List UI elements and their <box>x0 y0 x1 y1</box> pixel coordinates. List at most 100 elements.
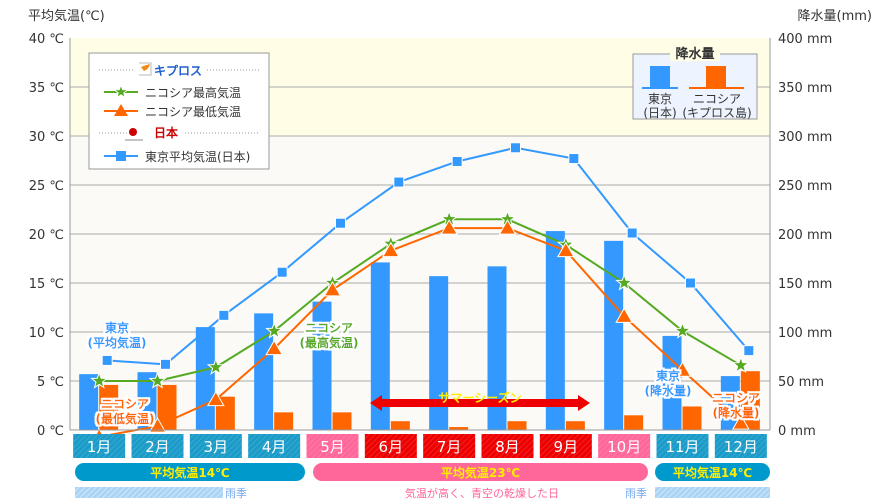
legend-label-max: ニコシア最高気温 <box>145 85 241 100</box>
legend-label-tokyo: 東京平均気温(日本) <box>145 149 250 164</box>
marker-triangle <box>265 339 284 356</box>
marker-triangle <box>381 241 400 258</box>
precip-legend-nicosia: ニコシア <box>693 92 741 106</box>
month-hatch <box>131 434 184 458</box>
bar-nicosia-precip <box>624 415 644 430</box>
bar-nicosia-precip <box>99 384 119 430</box>
month-label: 5月 <box>320 438 345 456</box>
precip-legend-title-bg <box>670 45 720 61</box>
dry-season-label: 気温が高く、青空の乾燥した日 <box>405 486 559 500</box>
temp-band-label: 平均気温14℃ <box>673 465 752 480</box>
y-right-tick: 400 mm <box>778 32 832 47</box>
marker-star <box>148 371 167 389</box>
rainy-label: 雨季 <box>625 487 647 500</box>
bar-nicosia-precip <box>565 421 585 430</box>
month-hatch <box>248 434 301 458</box>
month-label: 1月 <box>87 438 112 456</box>
y-right-tick: 100 mm <box>778 326 832 341</box>
precip-legend-tokyo: (日本) <box>643 106 676 120</box>
y-left-tick: 0 ℃ <box>37 424 64 439</box>
y-right-tick: 200 mm <box>778 228 832 243</box>
month-hatch <box>189 434 242 458</box>
rainy-label: 雨季 <box>225 487 247 500</box>
annotation-tokyo_avg: (平均気温) <box>88 335 147 350</box>
y-right-tick: 0 mm <box>778 424 816 439</box>
cyprus-flag-icon <box>139 62 152 76</box>
marker-star <box>90 371 109 389</box>
month-hatch <box>423 434 476 458</box>
summer-label: サマーシーズン <box>438 390 521 405</box>
bar-tokyo-precip <box>429 276 449 430</box>
bar-tokyo-precip <box>370 262 390 430</box>
month-label: 2月 <box>145 438 170 456</box>
month-hatch <box>714 434 767 458</box>
marker-square <box>335 217 346 229</box>
summer-arrow <box>370 395 590 411</box>
bar-nicosia-precip <box>682 406 702 430</box>
line-square <box>107 146 750 366</box>
y-left-tick: 40 ℃ <box>29 32 64 47</box>
marker-square <box>568 153 580 165</box>
bar-nicosia-precip <box>390 421 410 430</box>
square-icon <box>116 151 126 161</box>
month-hatch <box>481 434 534 458</box>
y-right-tick: 150 mm <box>778 277 832 292</box>
temp-band-winter2 <box>655 463 770 481</box>
bar-tokyo-precip <box>545 231 565 430</box>
bar-tokyo-precip <box>720 376 740 430</box>
marker-square <box>626 227 638 239</box>
month-hatch <box>539 434 592 458</box>
marker-square <box>685 277 696 289</box>
annotation-nicosia_max: (最高気温) <box>300 335 359 350</box>
annotation-tokyo_precip: (降水量) <box>645 383 692 398</box>
bar-nicosia-precip <box>740 371 760 430</box>
temp-band-winter1 <box>75 463 305 481</box>
bar-tokyo-precip <box>312 301 332 430</box>
bar-tokyo-precip <box>604 240 624 430</box>
month-label: 10月 <box>607 438 641 456</box>
y-left-tick: 30 ℃ <box>29 130 64 145</box>
annotation-nicosia_precip: ニコシア <box>712 391 760 405</box>
marker-square <box>101 354 113 366</box>
rainy-season-bar <box>655 487 770 498</box>
marker-triangle <box>148 417 167 433</box>
y-left-title: 平均気温(℃) <box>28 8 105 24</box>
annotation-nicosia_precip: (降水量) <box>713 405 760 420</box>
marker-triangle <box>556 241 575 258</box>
month-hatch <box>598 434 651 458</box>
bar-nicosia-precip <box>274 412 294 430</box>
marker-square <box>160 358 171 370</box>
y-right-tick: 50 mm <box>778 375 824 390</box>
month-hatch <box>306 434 359 458</box>
line-triangle <box>98 227 742 438</box>
y-left-tick: 25 ℃ <box>29 179 64 194</box>
temp-band-label: 平均気温23℃ <box>441 465 520 480</box>
legend-label-min: ニコシア最低気温 <box>145 104 241 119</box>
precip-legend-title: 降水量 <box>675 46 714 62</box>
marker-star <box>673 321 692 339</box>
marker-triangle <box>731 414 750 430</box>
rainy-season-bar <box>75 487 223 498</box>
month-hatch <box>364 434 417 458</box>
y-left-tick: 15 ℃ <box>29 277 64 292</box>
y-left-tick: 35 ℃ <box>29 81 64 96</box>
precip-legend-tokyo: 東京 <box>648 92 672 106</box>
bar-nicosia-precip <box>449 427 469 430</box>
marker-star <box>265 321 284 339</box>
marker-triangle <box>615 307 634 323</box>
y-right-tick: 300 mm <box>778 130 832 145</box>
marker-triangle <box>498 219 517 235</box>
precip-legend-nicosia: (キプロス島) <box>682 105 751 120</box>
japan-flag-icon <box>129 128 137 136</box>
bar-tokyo-precip <box>195 327 215 430</box>
annotation-tokyo_precip: 東京 <box>656 368 680 383</box>
legend-group-japan: 日本 <box>154 125 178 140</box>
month-label: 4月 <box>262 438 287 456</box>
triangle-icon <box>114 104 128 116</box>
month-label: 8月 <box>495 438 520 456</box>
temp-band-label: 平均気温14℃ <box>150 465 229 480</box>
line-star <box>99 218 742 382</box>
marker-square <box>276 266 288 278</box>
annotation-nicosia_min: (最低気温) <box>96 411 155 426</box>
